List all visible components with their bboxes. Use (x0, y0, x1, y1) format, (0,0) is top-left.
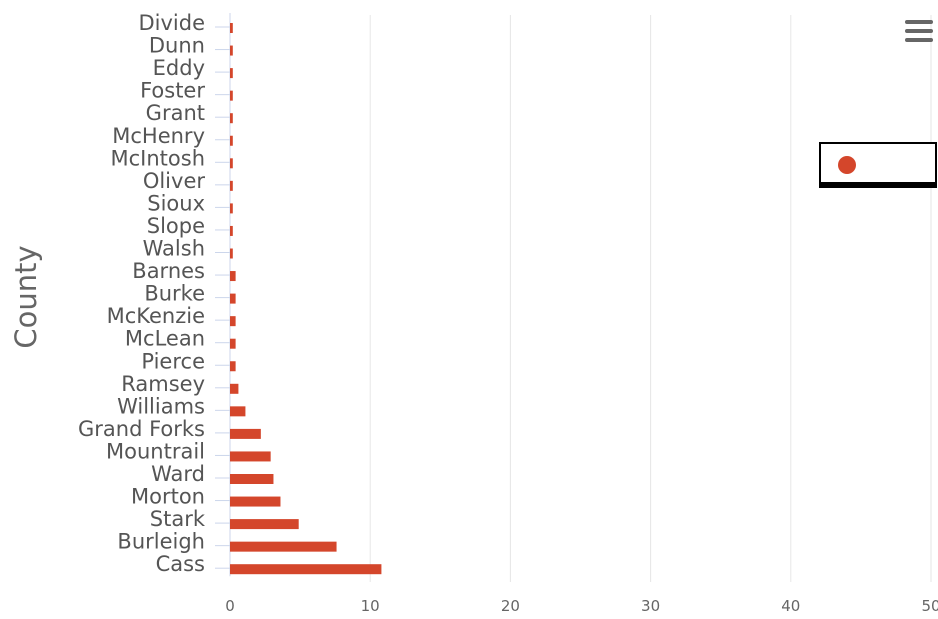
x-tick-label: 40 (781, 597, 800, 615)
hamburger-menu-icon-bar (905, 29, 933, 33)
y-axis-title: County (9, 245, 43, 348)
category-label: Divide (138, 11, 205, 35)
legend[interactable] (819, 142, 937, 184)
category-label: Ramsey (121, 372, 205, 396)
bar-grant[interactable] (230, 113, 233, 124)
bar-mchenry[interactable] (230, 135, 233, 146)
category-label: Pierce (141, 349, 205, 373)
x-tick-label: 0 (225, 597, 235, 615)
x-tick-label: 30 (641, 597, 660, 615)
bar-burleigh[interactable] (230, 541, 337, 552)
bar-mclean[interactable] (230, 338, 236, 349)
category-label: Sioux (147, 191, 205, 215)
bar-eddy[interactable] (230, 68, 233, 79)
hamburger-menu-icon (905, 20, 933, 24)
category-label: Ward (151, 462, 205, 486)
bar-williams[interactable] (230, 406, 246, 417)
bar-pierce[interactable] (230, 361, 236, 372)
category-label: McIntosh (111, 146, 206, 170)
bar-ward[interactable] (230, 474, 274, 484)
x-tick-label: 50 (921, 597, 938, 615)
bar-cass[interactable] (230, 564, 382, 575)
category-label: McHenry (112, 124, 205, 148)
bar-barnes[interactable] (230, 271, 236, 282)
category-label: Walsh (143, 237, 205, 261)
hamburger-menu-icon-bar (905, 38, 933, 42)
bar-burke[interactable] (230, 293, 236, 304)
bar-oliver[interactable] (230, 180, 233, 191)
category-label: Morton (131, 485, 205, 509)
bar-stark[interactable] (230, 519, 299, 530)
bar-dunn[interactable] (230, 45, 233, 56)
category-labels: DivideDunnEddyFosterGrantMcHenryMcIntosh… (78, 11, 206, 576)
category-label: Stark (150, 507, 206, 531)
category-label: Slope (147, 214, 205, 238)
bar-grand-forks[interactable] (230, 428, 261, 439)
bar-ramsey[interactable] (230, 383, 239, 394)
bar-walsh[interactable] (230, 248, 233, 259)
category-label: Cass (156, 552, 205, 576)
bar-sioux[interactable] (230, 203, 233, 214)
category-label: Mountrail (106, 439, 205, 463)
category-label: McKenzie (107, 304, 205, 328)
x-tick-label: 20 (501, 597, 520, 615)
category-label: Grant (146, 101, 205, 125)
category-label: Barnes (132, 259, 205, 283)
legend-marker-circle (838, 156, 856, 174)
category-label: Burke (144, 282, 205, 306)
category-label: Foster (140, 79, 205, 103)
bar-divide[interactable] (230, 23, 233, 33)
category-label: Grand Forks (78, 417, 205, 441)
category-label: Eddy (153, 56, 205, 80)
bar-mountrail[interactable] (230, 451, 271, 462)
category-label: Burleigh (117, 530, 205, 554)
chart-menu-button[interactable] (900, 20, 938, 50)
x-tick-label: 10 (361, 597, 380, 615)
bars (230, 23, 382, 575)
axes (215, 13, 231, 577)
bar-mcintosh[interactable] (230, 158, 233, 169)
category-label: Oliver (143, 169, 206, 193)
x-tick-labels: 0 10 20 30 40 50 (225, 597, 938, 615)
category-label: Williams (117, 394, 205, 418)
bar-foster[interactable] (230, 90, 233, 101)
category-label: McLean (125, 327, 205, 351)
category-label: Dunn (149, 34, 205, 58)
grid-lines (369, 15, 932, 582)
bar-morton[interactable] (230, 496, 281, 507)
bar-slope[interactable] (230, 225, 233, 236)
bar-mckenzie[interactable] (230, 316, 236, 327)
